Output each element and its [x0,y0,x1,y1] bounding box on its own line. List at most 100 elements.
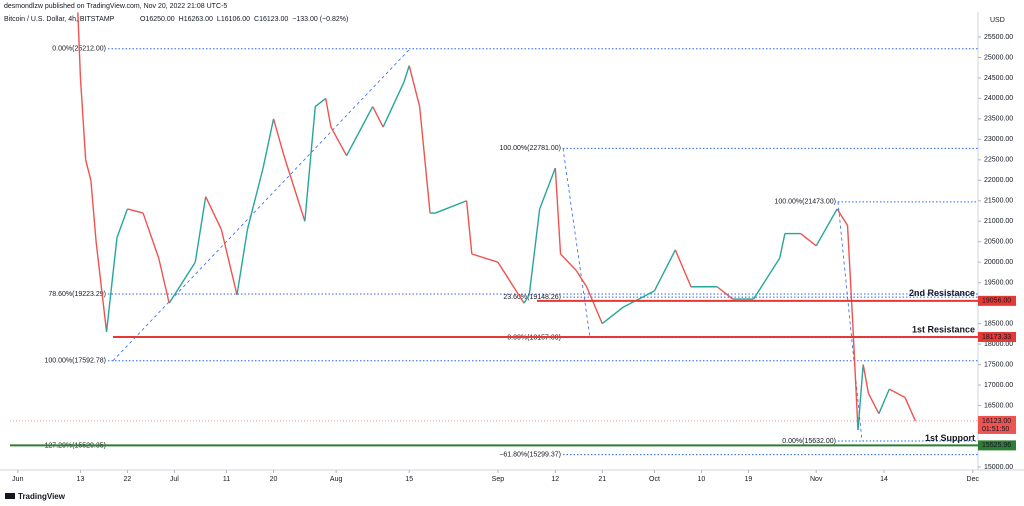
price-segment [90,180,97,242]
price-segment [325,98,332,128]
price-segment [95,241,108,332]
ohlc-value: −133.00 (−0.82%) [292,16,348,23]
x-tick-label: 11 [223,476,230,483]
price-tag [978,415,1016,434]
x-tick-label: Dec [967,476,980,483]
price-segment [857,364,864,431]
price-segment [236,229,249,296]
y-tick-label: 24000.00 [984,95,1013,102]
price-segment [314,97,327,108]
fib-connector [562,148,591,338]
price-segment [408,65,421,107]
price-segment [79,77,87,160]
level-label: 2nd Resistance [909,288,975,298]
fib-label: 100.00%(22781.00) [500,145,562,152]
y-tick-label: 22000.00 [984,177,1013,184]
brand: TradingView [18,492,66,501]
fib-label: 100.00%(21473.00) [775,199,837,206]
fib-label: −61.80%(15299.37) [499,452,561,459]
price-segment [674,249,692,288]
publisher: desmondlzw published on TradingView.com,… [4,3,227,10]
level-label: 1st Support [925,433,975,443]
price-segment [601,306,624,325]
price-tag [978,331,1016,342]
symbol: Bitcoin / U.S. Dollar, 4h, BITSTAMP [4,16,115,23]
y-tick-label: 24500.00 [984,75,1013,82]
fib-label: 0.00%(15632.00) [782,438,836,445]
price-segment [173,261,196,296]
price-segment [904,397,917,422]
price-segment [304,106,316,222]
price-segment [497,261,525,304]
x-tick-label: Jul [170,476,179,483]
price-segment [779,233,786,259]
ohlc-value: O16250.00 [140,16,175,23]
price-segment [246,167,264,230]
x-tick-label: 22 [124,476,132,483]
y-tick-label: 19500.00 [984,280,1013,287]
price-segment [523,294,530,304]
price-segment [435,200,467,214]
x-tick-label: 13 [77,476,85,483]
y-tick-label: 18500.00 [984,320,1013,327]
y-tick-label: 23500.00 [984,116,1013,123]
price-segment [105,237,118,332]
x-tick-label: Jun [12,476,23,483]
price-segment [878,388,890,414]
price-segment [836,208,849,226]
y-tick-label: 20500.00 [984,239,1013,246]
fib-label: 100.00%(17592.78) [45,358,107,365]
tradingview-logo: TradingView [5,492,66,501]
x-tick-label: Aug [330,476,343,483]
fib-label: 23.60%(19148.26) [503,294,561,301]
x-tick-label: 20 [270,476,278,483]
price-segment [220,229,238,296]
price-segment [262,118,275,169]
price-segment [142,212,160,259]
price-segment [283,155,306,222]
x-tick-label: Nov [810,476,823,483]
price-segment [539,167,556,210]
ohlc-value: H16263.00 [179,16,213,23]
price-segment [888,388,906,398]
price-segment [168,294,175,304]
price-segment [560,253,577,271]
y-tick-label: 17500.00 [984,361,1013,368]
price-segment [418,106,431,214]
ohlc-value: L16106.00 [217,16,250,23]
price-tag [978,440,1016,451]
price-segment [846,225,854,324]
price-segment [862,364,870,394]
y-tick-label: 21500.00 [984,198,1013,205]
price-segment [382,81,405,128]
price-tag-label: 18173.33 [982,334,1011,341]
price-segment [158,257,170,304]
y-tick-label: 16500.00 [984,402,1013,409]
price-segment [194,196,207,263]
price-segment [716,286,734,300]
x-tick-label: 12 [551,476,559,483]
price-segment [753,257,781,300]
y-tick-label: 23000.00 [984,136,1013,143]
price-tag-label: 19056.00 [982,298,1011,305]
price-segment [471,253,499,263]
price-segment [127,208,144,214]
y-tick-label: 18000.00 [984,341,1013,348]
price-segment [345,106,374,157]
price-segment [585,286,603,324]
x-tick-label: 21 [598,476,606,483]
x-tick-label: Sep [492,476,505,483]
ohlc-value: C16123.00 [254,16,288,23]
price-segment [372,106,384,128]
price-segment [77,12,82,78]
price-segment [84,159,92,181]
fib-label: 78.60%(19223.29) [48,291,106,298]
price-segment [852,323,859,431]
x-tick-label: 15 [405,476,413,483]
price-segment [653,249,676,292]
price-tag-label: 15525.96 [982,442,1011,449]
y-tick-label: 20000.00 [984,259,1013,266]
countdown: 01:51:50 [982,426,1009,433]
price-segment [205,196,222,230]
